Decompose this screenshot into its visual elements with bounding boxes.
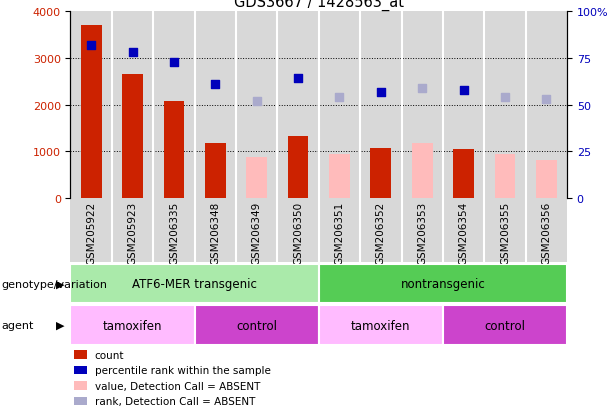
Text: nontransgenic: nontransgenic [400,278,485,290]
Text: GSM205923: GSM205923 [128,202,137,265]
Bar [246,158,267,198]
Bar [402,12,443,262]
Text: GSM206352: GSM206352 [376,202,386,265]
Point [376,89,386,96]
Bar [195,306,319,345]
Bar [526,12,567,262]
Bar [277,12,319,262]
Bar [164,102,185,198]
Point [293,76,303,83]
Text: GSM206354: GSM206354 [459,202,468,265]
Bar [443,12,484,262]
Bar [277,12,319,262]
Bar [70,306,195,345]
Bar [70,264,319,304]
Point [541,97,551,103]
Text: GSM206350: GSM206350 [293,202,303,264]
Text: count: count [94,350,124,360]
Text: GSM206356: GSM206356 [541,202,551,265]
Bar [236,12,277,262]
Text: GSM206335: GSM206335 [169,202,179,265]
Bar [153,12,195,262]
Bar [370,149,391,198]
Text: agent: agent [1,320,34,330]
Text: GSM205922: GSM205922 [86,202,96,265]
Bar [74,397,87,406]
Text: GSM206348: GSM206348 [210,202,220,265]
Bar [236,12,277,262]
Bar [319,12,360,262]
Text: percentile rank within the sample: percentile rank within the sample [94,365,270,375]
Bar [484,12,526,262]
Point [86,43,96,49]
Bar [402,12,443,262]
Bar [70,12,112,262]
Bar [112,12,153,262]
Bar [195,12,236,262]
Text: genotype/variation: genotype/variation [1,279,107,289]
Bar [236,12,277,262]
Bar [360,12,402,262]
Bar [319,264,567,304]
Text: ▶: ▶ [56,279,64,289]
Title: GDS3667 / 1428563_at: GDS3667 / 1428563_at [234,0,404,11]
Bar [536,160,557,198]
Bar [443,306,567,345]
Text: tamoxifen: tamoxifen [351,319,411,332]
Text: control: control [484,319,525,332]
Point [210,82,220,88]
Bar [70,12,112,262]
Bar [443,12,484,262]
Bar [277,12,319,262]
Point [459,87,468,94]
Bar [319,12,360,262]
Text: rank, Detection Call = ABSENT: rank, Detection Call = ABSENT [94,396,255,406]
Bar [74,366,87,375]
Text: value, Detection Call = ABSENT: value, Detection Call = ABSENT [94,381,260,391]
Text: GSM206351: GSM206351 [335,202,345,265]
Bar [484,12,526,262]
Text: ATF6-MER transgenic: ATF6-MER transgenic [132,278,257,290]
Point [500,95,510,101]
Bar [112,12,153,262]
Point [417,85,427,92]
Bar [360,12,402,262]
Bar [526,12,567,262]
Bar [74,350,87,359]
Bar [195,12,236,262]
Point [335,95,345,101]
Point [252,98,262,105]
Bar [484,12,526,262]
Bar [112,12,153,262]
Bar [74,381,87,390]
Bar [70,12,112,262]
Text: control: control [236,319,277,332]
Bar [443,12,484,262]
Bar [319,306,443,345]
Bar [122,75,143,198]
Bar [81,26,102,198]
Text: ▶: ▶ [56,320,64,330]
Bar [205,143,226,198]
Point [169,59,179,66]
Bar [412,143,433,198]
Text: GSM206353: GSM206353 [417,202,427,265]
Bar [453,150,474,198]
Bar [360,12,402,262]
Text: GSM206349: GSM206349 [252,202,262,265]
Bar [153,12,195,262]
Text: GSM206355: GSM206355 [500,202,510,265]
Point [128,50,137,57]
Bar [402,12,443,262]
Bar [287,136,308,198]
Bar [153,12,195,262]
Bar [329,154,350,198]
Bar [526,12,567,262]
Bar [319,12,360,262]
Bar [195,12,236,262]
Bar [495,154,516,198]
Text: tamoxifen: tamoxifen [103,319,162,332]
